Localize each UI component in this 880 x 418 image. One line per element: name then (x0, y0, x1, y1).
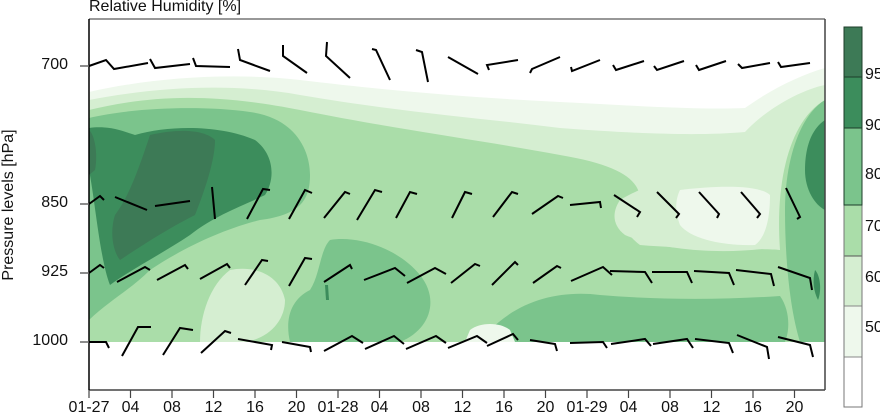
y-tick-label: 1000 (32, 332, 68, 349)
colorbar-tick-label: 90 (865, 117, 880, 134)
x-tick-label: 08 (412, 399, 430, 416)
contour-fill (89, 19, 825, 390)
wind-barbs (88, 41, 814, 360)
y-tick-label: 925 (41, 263, 68, 280)
x-tick-label: 04 (619, 399, 638, 416)
colorbar-tick-label: 95 (865, 66, 880, 83)
x-tick-label: 08 (661, 399, 679, 416)
x-tick-label: 16 (246, 399, 264, 416)
colorbar (843, 26, 863, 408)
x-tick-label: 04 (121, 399, 140, 416)
x-tick-label: 01-28 (317, 399, 359, 416)
x-tick-label: 12 (702, 399, 721, 416)
x-axis-ticks (88, 390, 796, 398)
x-tick-label: 12 (453, 399, 472, 416)
colorbar-tick-label: 50 (865, 319, 880, 336)
colorbar-tick-label: 60 (865, 269, 880, 286)
y-axis-ticks (80, 65, 89, 343)
x-tick-label: 16 (744, 399, 762, 416)
y-tick-label: 700 (41, 56, 68, 73)
x-tick-label: 01-29 (566, 399, 608, 416)
x-tick-label: 20 (536, 399, 555, 416)
colorbar-tick-label: 70 (865, 218, 880, 235)
x-tick-label: 04 (370, 399, 389, 416)
x-tick-label: 01-27 (68, 399, 110, 416)
x-tick-label: 12 (204, 399, 223, 416)
colorbar-tick-label: 80 (865, 166, 880, 183)
y-tick-label: 850 (41, 194, 68, 211)
x-tick-label: 16 (495, 399, 513, 416)
x-tick-label: 20 (287, 399, 306, 416)
x-tick-label: 08 (163, 399, 181, 416)
x-tick-label: 20 (785, 399, 804, 416)
plot-frame (88, 18, 826, 391)
chart-title: Relative Humidity [%] (89, 0, 242, 15)
